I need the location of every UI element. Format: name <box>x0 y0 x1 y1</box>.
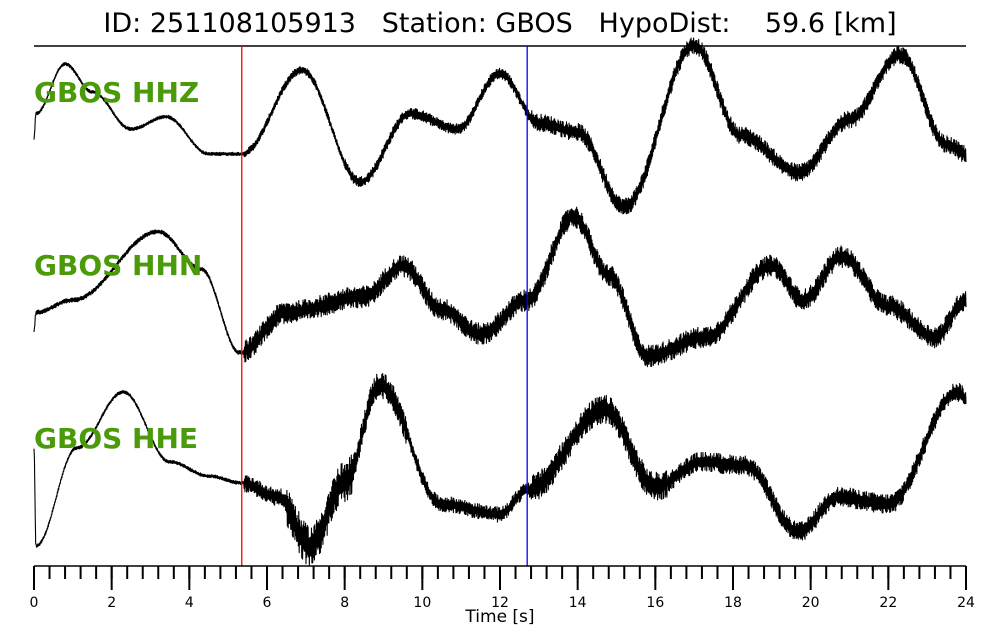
trace-label-gbos-hhe: GBOS HHE <box>34 422 198 455</box>
hypodist-label: HypoDist: <box>598 8 731 39</box>
station-code: GBOS <box>495 8 573 39</box>
tick-label: 20 <box>802 595 820 611</box>
tick-label: 2 <box>107 595 116 611</box>
trace-gbos-hhn <box>33 206 967 368</box>
tick-label: 24 <box>957 595 975 611</box>
tick-label: 22 <box>879 595 897 611</box>
id-label: ID: <box>103 8 142 39</box>
tick-label: 6 <box>263 595 272 611</box>
trace-gbos-hhz <box>33 37 967 215</box>
event-id: 251108105913 <box>149 8 356 39</box>
tick-label: 12 <box>491 595 509 611</box>
trace-label-gbos-hhz: GBOS HHZ <box>34 76 199 109</box>
hypodist-unit: [km] <box>833 8 897 39</box>
tick-label: 8 <box>340 595 349 611</box>
tick-label: 18 <box>724 595 742 611</box>
chart-title: ID: 251108105913 Station: GBOS HypoDist:… <box>0 8 1000 39</box>
tick-label: 4 <box>185 595 194 611</box>
station-label: Station: <box>381 8 487 39</box>
traces-group <box>33 37 967 566</box>
hypodist-value: 59.6 <box>764 8 825 39</box>
trace-labels: GBOS HHZ GBOS HHN GBOS HHE <box>34 76 202 455</box>
trace-label-gbos-hhn: GBOS HHN <box>34 249 202 282</box>
tick-label: 16 <box>646 595 664 611</box>
tick-label: 10 <box>413 595 431 611</box>
trace-gbos-hhe <box>33 373 967 566</box>
tick-label: 0 <box>30 595 39 611</box>
time-axis: 0 2 4 6 8 10 12 14 16 18 20 22 24 <box>30 565 975 611</box>
x-axis-label: Time [s] <box>464 607 534 627</box>
tick-label: 14 <box>569 595 587 611</box>
pick-markers <box>241 46 528 566</box>
